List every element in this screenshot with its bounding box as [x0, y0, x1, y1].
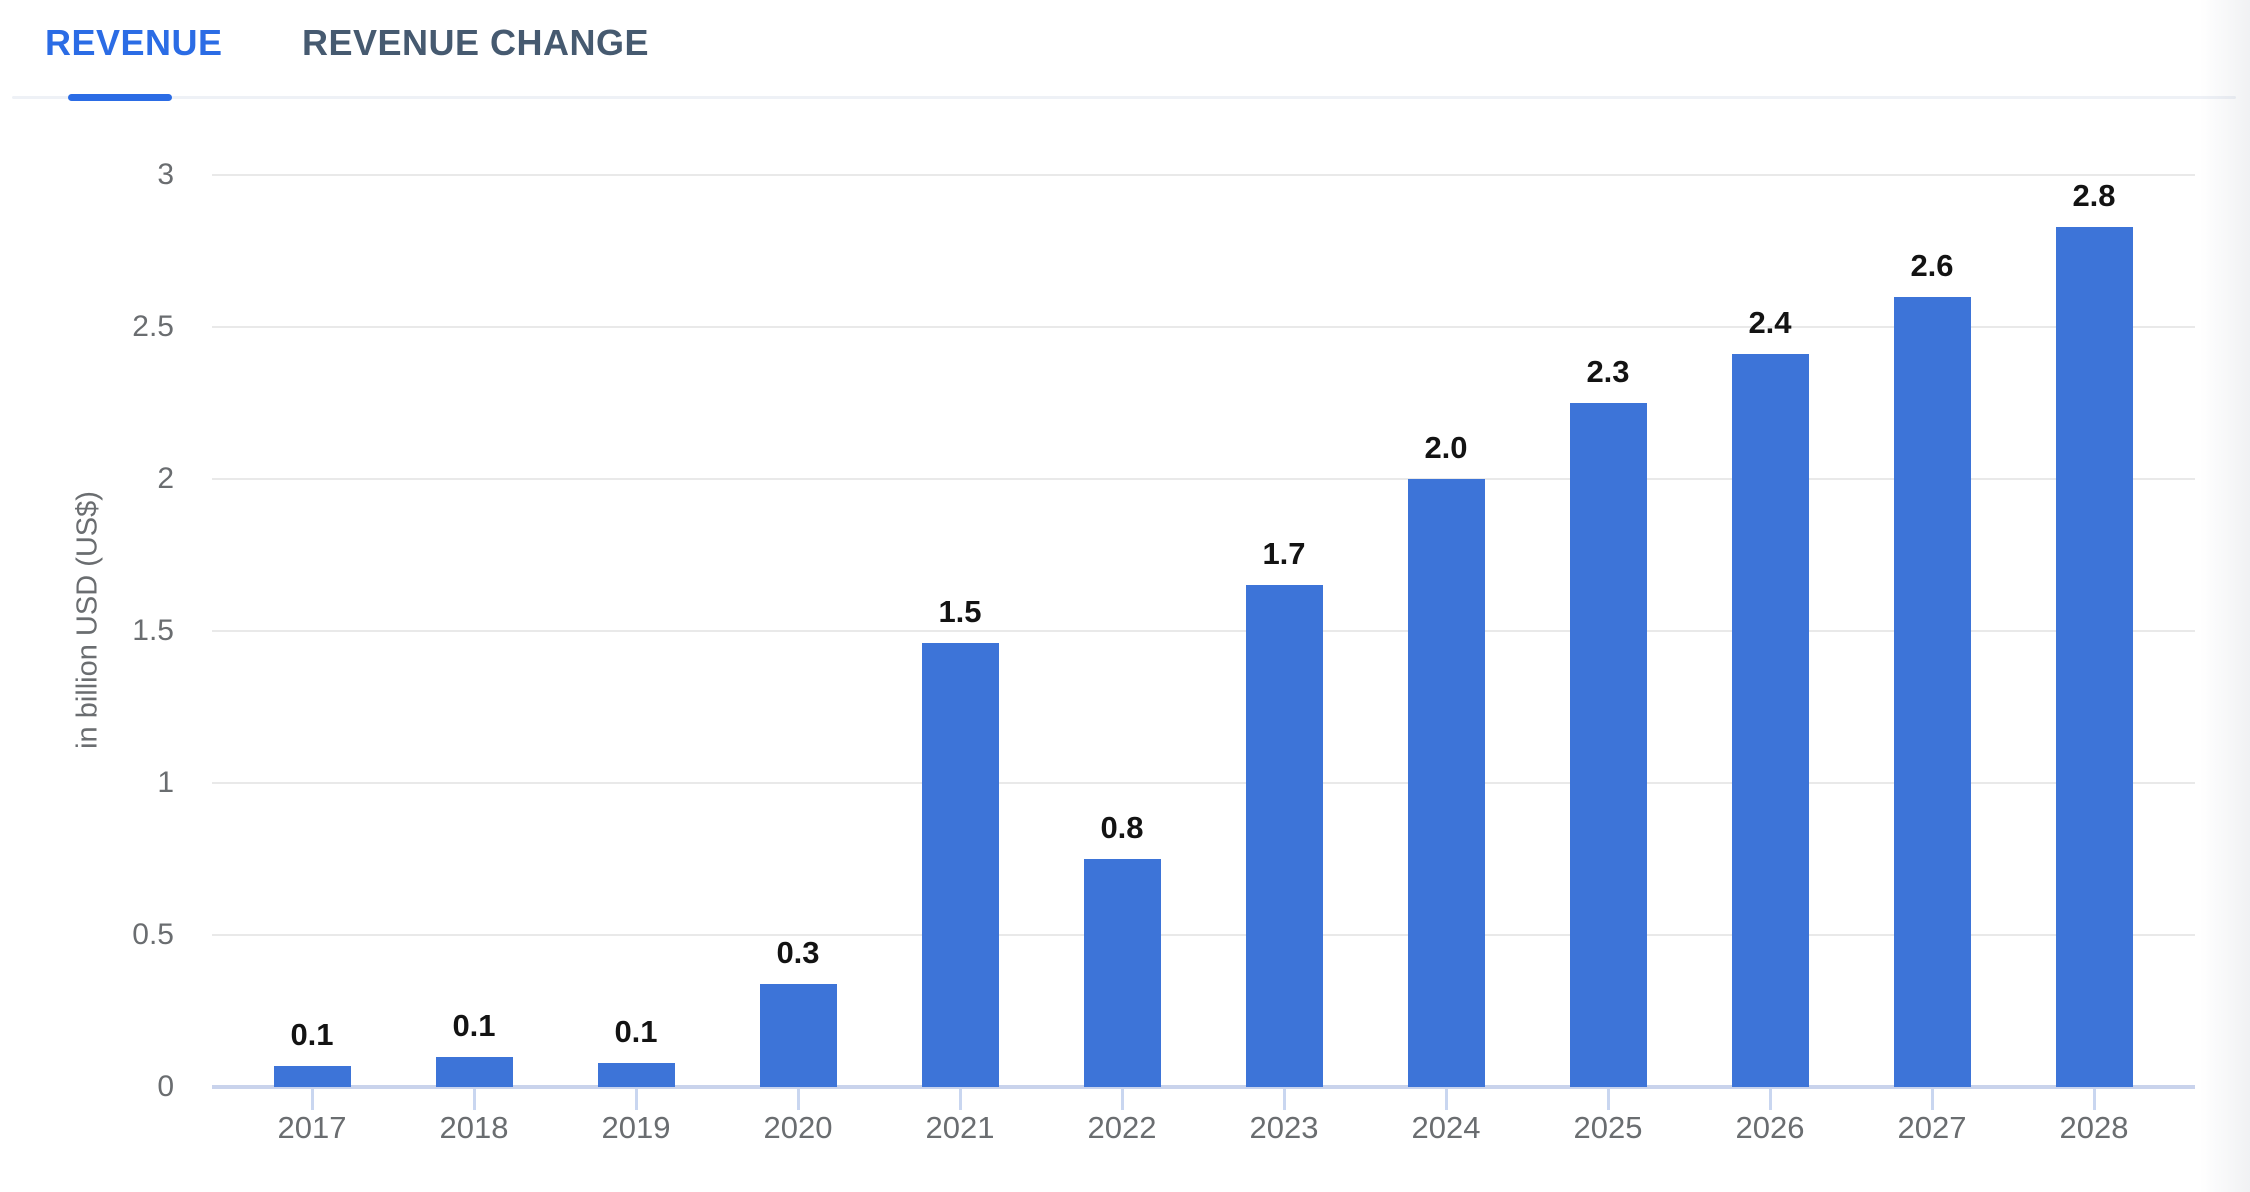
gridline-0.5	[212, 934, 2195, 936]
x-tick-label: 2017	[277, 1110, 347, 1145]
x-axis-tick	[797, 1089, 800, 1110]
gridline-3	[212, 174, 2195, 176]
x-axis-tick	[1121, 1089, 1124, 1110]
bar-2025[interactable]	[1569, 403, 1647, 1087]
y-tick-label: 1	[157, 766, 174, 799]
x-axis-tick	[311, 1089, 314, 1110]
bar-value-label: 2.6	[1910, 248, 1954, 283]
bar-value-label: 0.8	[1100, 810, 1144, 845]
x-tick-label: 2027	[1897, 1110, 1967, 1145]
bar-2019[interactable]	[597, 1063, 675, 1087]
gridline-2	[212, 478, 2195, 480]
x-axis-tick	[2093, 1089, 2096, 1110]
gridline-1	[212, 782, 2195, 784]
x-tick-label: 2020	[763, 1110, 833, 1145]
active-tab-underline	[68, 94, 172, 101]
bar-value-label: 0.1	[452, 1008, 496, 1043]
x-axis-tick	[959, 1089, 962, 1110]
x-tick-label: 2022	[1087, 1110, 1157, 1145]
bar-2020[interactable]	[759, 984, 837, 1087]
x-tick-label: 2025	[1573, 1110, 1643, 1145]
x-axis-tick	[1769, 1089, 1772, 1110]
x-tick-label: 2019	[601, 1110, 671, 1145]
x-axis-tick	[473, 1089, 476, 1110]
bar-2026[interactable]	[1731, 354, 1809, 1087]
x-axis-tick	[1283, 1089, 1286, 1110]
gridline-1.5	[212, 630, 2195, 632]
bar-value-label: 0.1	[290, 1017, 334, 1052]
x-axis-tick	[1445, 1089, 1448, 1110]
bar-value-label: 1.7	[1262, 536, 1306, 571]
y-tick-label: 3	[157, 158, 174, 191]
bar-value-label: 2.3	[1586, 354, 1630, 389]
bar-2022[interactable]	[1083, 859, 1161, 1087]
x-axis-tick	[635, 1089, 638, 1110]
x-tick-label: 2026	[1735, 1110, 1805, 1145]
bar-2028[interactable]	[2055, 227, 2133, 1087]
x-axis-tick	[1931, 1089, 1934, 1110]
bar-value-label: 0.3	[776, 935, 820, 970]
bar-2018[interactable]	[435, 1057, 513, 1087]
tab-revenue[interactable]: REVENUE	[45, 22, 223, 63]
bar-2024[interactable]	[1407, 479, 1485, 1087]
x-tick-label: 2018	[439, 1110, 509, 1145]
bar-2021[interactable]	[921, 643, 999, 1087]
y-tick-label: 0.5	[132, 918, 174, 951]
y-tick-label: 2	[157, 462, 174, 495]
y-tick-label: 2.5	[132, 310, 174, 343]
bar-2027[interactable]	[1893, 297, 1971, 1087]
x-tick-label: 2023	[1249, 1110, 1319, 1145]
y-tick-label: 1.5	[132, 614, 174, 647]
right-edge-shade	[2200, 0, 2250, 1192]
x-axis-tick	[1607, 1089, 1610, 1110]
x-tick-label: 2024	[1411, 1110, 1481, 1145]
bar-2017[interactable]	[273, 1066, 351, 1087]
bar-value-label: 2.0	[1424, 430, 1468, 465]
bar-2023[interactable]	[1245, 585, 1323, 1087]
tab-bar-divider	[12, 96, 2236, 99]
y-tick-label: 0	[157, 1070, 174, 1103]
tab-revenue-change[interactable]: REVENUE CHANGE	[302, 22, 650, 63]
gridline-2.5	[212, 326, 2195, 328]
bar-value-label: 1.5	[938, 594, 982, 629]
x-tick-label: 2021	[925, 1110, 995, 1145]
x-tick-label: 2028	[2059, 1110, 2129, 1145]
bar-value-label: 0.1	[614, 1014, 658, 1049]
x-axis-line	[212, 1085, 2195, 1089]
bar-value-label: 2.8	[2072, 178, 2116, 213]
bar-value-label: 2.4	[1748, 305, 1792, 340]
